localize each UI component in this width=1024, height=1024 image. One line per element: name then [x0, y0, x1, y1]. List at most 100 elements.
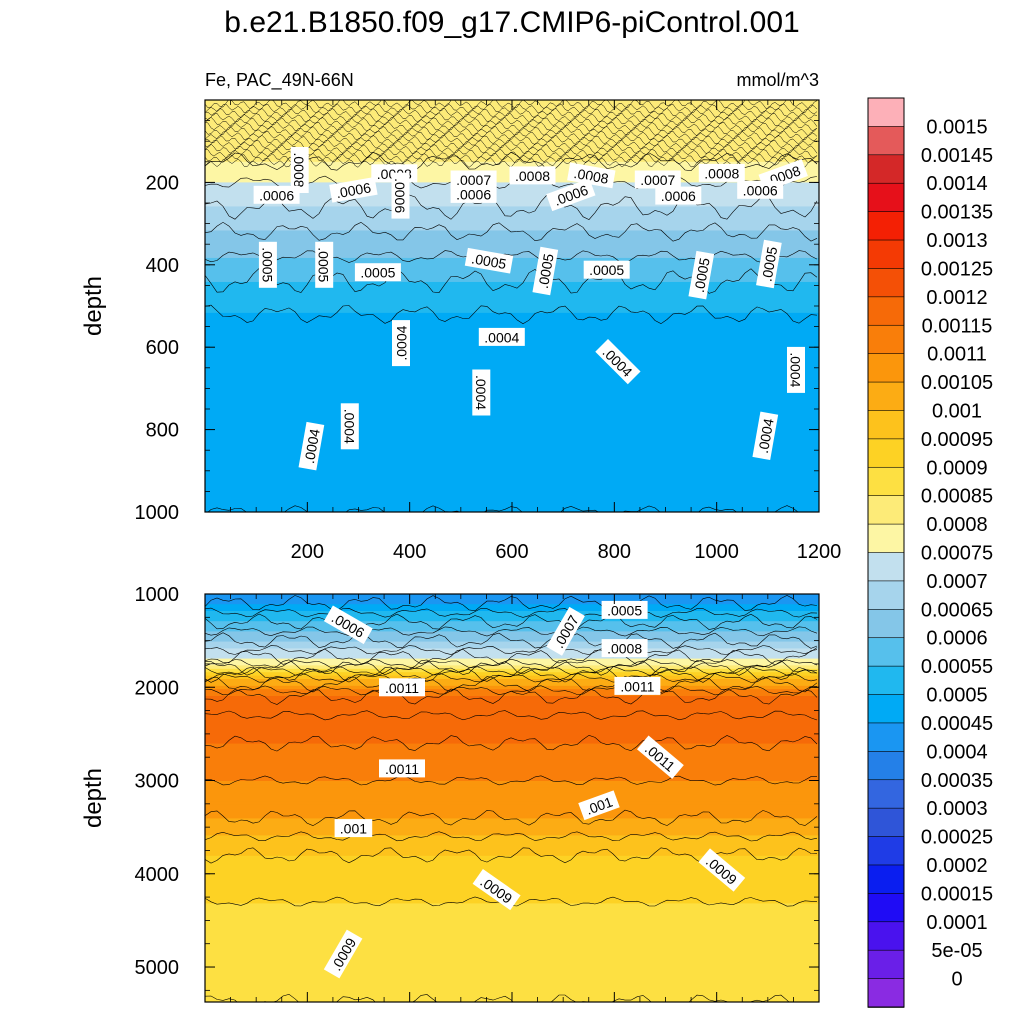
fill-band — [205, 920, 819, 925]
colorbar-swatch — [867, 751, 905, 781]
contour-label-box — [567, 162, 616, 189]
fill-band — [205, 937, 819, 942]
colorbar-label: 0.0012 — [926, 287, 987, 309]
fill-band — [205, 203, 819, 208]
contour-label-box — [636, 735, 684, 779]
upper-y-axis-label: depth — [80, 276, 107, 336]
fill-band — [205, 927, 819, 932]
fill-band — [205, 240, 819, 245]
contour-label-box — [379, 678, 425, 697]
fill-band — [205, 821, 819, 826]
colorbar-swatch — [867, 268, 905, 298]
fill-band — [205, 631, 819, 636]
colorbar-label: 0.001 — [932, 400, 982, 422]
contour-label-text: .0004 — [301, 427, 323, 464]
fill-band — [205, 319, 819, 324]
fill-band — [205, 842, 819, 847]
colorbar-swatch — [867, 154, 905, 185]
fill-band — [205, 244, 819, 249]
y-tick-label: 5000 — [135, 957, 180, 979]
fill-band — [205, 961, 819, 966]
fill-band — [205, 696, 819, 700]
colorbar-label: 0.00065 — [921, 599, 993, 621]
fill-band — [205, 855, 819, 860]
contour-line — [205, 831, 818, 842]
variable-label: Fe, PAC_49N-66N — [205, 70, 354, 91]
x-tick-label: 600 — [495, 541, 528, 563]
contour-label-box — [379, 759, 425, 778]
fill-band — [205, 723, 819, 728]
fill-band — [205, 302, 819, 307]
fill-band — [205, 621, 819, 626]
fill-band — [205, 951, 819, 955]
fill-band — [205, 457, 819, 462]
colorbar-label: 0.0005 — [926, 685, 987, 707]
contour-label-box — [532, 246, 559, 296]
contour-label-box — [354, 263, 401, 282]
fill-band — [205, 801, 819, 806]
fill-band — [205, 453, 819, 458]
x-tick-label: 200 — [291, 541, 324, 563]
fill-band — [205, 767, 819, 772]
colorbar-swatch — [867, 779, 905, 809]
contour-label-text: .0006 — [456, 186, 491, 202]
fill-band — [205, 675, 819, 680]
fill-band — [205, 264, 819, 269]
lower-y-axis-label: depth — [80, 768, 107, 828]
fill-band — [205, 206, 819, 211]
colorbar-swatch — [867, 239, 905, 270]
contour-label-box — [752, 411, 779, 461]
fill-band — [205, 648, 819, 653]
contour-label: .0008 — [698, 163, 745, 182]
fill-band — [205, 614, 819, 619]
fill-band — [205, 658, 819, 663]
fill-band — [205, 740, 819, 745]
contour-label-box — [323, 605, 373, 645]
fill-band — [205, 409, 819, 414]
lower-panel: .0006.0007.0005.0008.0011.0011.0011.0011… — [80, 584, 820, 1003]
fill-band — [205, 604, 819, 609]
contour-label: .0011 — [614, 676, 661, 695]
colorbar-swatch — [867, 211, 905, 241]
contour-label-box — [391, 172, 410, 219]
colorbar-swatch — [867, 438, 905, 469]
y-tick-label: 1000 — [135, 584, 180, 606]
fill-band — [205, 209, 819, 214]
fill-band — [205, 227, 819, 232]
contour-label: .0005 — [583, 260, 630, 279]
fill-band — [205, 866, 819, 870]
contour-label-text: .0005 — [535, 252, 557, 289]
fill-band — [205, 247, 819, 252]
fill-band — [205, 237, 819, 242]
colorbar-label: 0.00085 — [921, 486, 993, 508]
fill-band — [205, 862, 819, 867]
fill-band — [205, 192, 819, 197]
fill-band — [205, 151, 819, 156]
fill-band — [205, 876, 819, 881]
fill-band — [205, 770, 819, 775]
contour-label: .0004 — [340, 403, 359, 450]
contour-line — [205, 626, 818, 637]
y-tick-label: 1000 — [135, 502, 180, 524]
fill-band — [205, 913, 819, 918]
fill-band — [205, 124, 819, 129]
fill-band — [205, 395, 819, 400]
contour-label: .0008 — [601, 639, 648, 658]
fill-band — [205, 940, 819, 945]
contour-label-text: .0005 — [470, 250, 507, 272]
fill-band — [205, 672, 819, 677]
fill-band — [205, 391, 819, 396]
fill-band — [205, 954, 819, 959]
fill-band — [205, 474, 819, 479]
contour-line — [205, 809, 818, 827]
fill-band — [205, 957, 819, 962]
fill-band — [205, 774, 819, 779]
fill-band — [205, 760, 819, 765]
contour-label-box — [323, 929, 363, 979]
fill-band — [205, 930, 819, 935]
contour-label: .0005 — [601, 600, 648, 619]
fill-band — [205, 281, 819, 286]
fill-band — [205, 838, 819, 843]
fill-band — [205, 299, 819, 304]
fill-band — [205, 879, 819, 884]
